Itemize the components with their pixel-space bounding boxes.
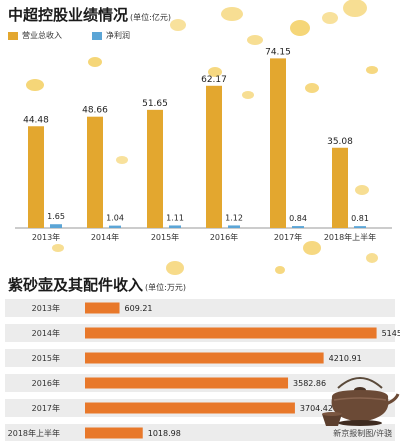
credit: 新京报制图/许骁 <box>333 429 392 438</box>
revenue-bar <box>87 116 103 228</box>
revenue-bar <box>28 126 44 228</box>
teapot-icon <box>331 377 400 426</box>
hbar <box>85 302 120 314</box>
y-tick-label: 2014年 <box>32 328 60 338</box>
hbar-value-label: 5145.53 <box>382 329 400 338</box>
hbar <box>85 352 324 364</box>
hbar-value-label: 3704.42 <box>300 404 333 413</box>
x-tick-label: 2016年 <box>210 232 238 242</box>
chart1-title: 中超控股业绩情况 (单位:亿元) <box>8 4 171 25</box>
profit-value-label: 0.84 <box>289 214 307 223</box>
hbar <box>85 377 289 389</box>
y-tick-label: 2018年上半年 <box>8 428 60 438</box>
revenue-bar <box>206 85 222 228</box>
x-tick-label: 2017年 <box>274 232 302 242</box>
hbar-value-label: 609.21 <box>125 304 153 313</box>
profit-bar <box>109 225 121 228</box>
teapot-illustration <box>322 377 400 426</box>
revenue-value-label: 74.15 <box>265 47 291 57</box>
x-tick-label: 2014年 <box>91 232 119 242</box>
chart1-title-text: 中超控股业绩情况 <box>8 6 129 24</box>
profit-bar <box>50 224 62 228</box>
chart1-unit: (单位:亿元) <box>130 13 171 22</box>
revenue-value-label: 44.48 <box>23 115 49 125</box>
revenue-value-label: 62.17 <box>201 75 227 85</box>
legend-profit: 净利润 <box>92 30 130 41</box>
revenue-bar <box>270 58 286 229</box>
hbar-value-label: 4210.91 <box>329 354 362 363</box>
revenue-bar <box>147 109 163 228</box>
legend-revenue: 营业总收入 <box>8 30 62 41</box>
y-tick-label: 2013年 <box>32 303 60 313</box>
x-tick-label: 2018年上半年 <box>324 232 376 242</box>
legend-profit-swatch <box>92 31 102 40</box>
hbar-value-label: 1018.98 <box>148 429 181 438</box>
profit-value-label: 0.81 <box>351 214 369 223</box>
profit-bar <box>228 225 240 228</box>
profit-bar <box>354 226 366 228</box>
legend-revenue-swatch <box>8 31 18 40</box>
hbar <box>85 327 377 339</box>
profit-bar <box>169 225 181 228</box>
profit-value-label: 1.04 <box>106 214 124 223</box>
chart2-title: 紫砂壶及其配件收入 (单位:万元) <box>8 274 186 295</box>
chart2-title-text: 紫砂壶及其配件收入 <box>8 276 144 294</box>
profit-value-label: 1.11 <box>166 213 184 222</box>
x-tick-label: 2013年 <box>32 232 60 242</box>
row-background <box>5 299 395 317</box>
revenue-bar <box>332 147 348 228</box>
chart1-legend: 营业总收入 净利润 <box>8 30 130 41</box>
y-tick-label: 2017年 <box>32 403 60 413</box>
chart1-plot: 44.48 1.65 2013年 48.66 1.04 2014年 51.65 1.11 201… <box>15 47 392 242</box>
y-tick-label: 2015年 <box>32 353 60 363</box>
y-tick-label: 2016年 <box>32 378 60 388</box>
legend-profit-label: 净利润 <box>106 31 130 40</box>
profit-value-label: 1.65 <box>47 212 65 221</box>
profit-value-label: 1.12 <box>225 213 243 222</box>
revenue-value-label: 51.65 <box>142 99 168 109</box>
teacup-icon <box>322 412 342 426</box>
revenue-value-label: 48.66 <box>82 106 108 116</box>
chart2-unit: (单位:万元) <box>145 283 186 292</box>
legend-revenue-label: 营业总收入 <box>22 31 62 40</box>
profit-bar <box>292 226 304 228</box>
revenue-value-label: 35.08 <box>327 137 353 147</box>
hbar <box>85 427 143 439</box>
hbar-value-label: 3582.86 <box>293 379 326 388</box>
x-tick-label: 2015年 <box>151 232 179 242</box>
hbar <box>85 402 295 414</box>
